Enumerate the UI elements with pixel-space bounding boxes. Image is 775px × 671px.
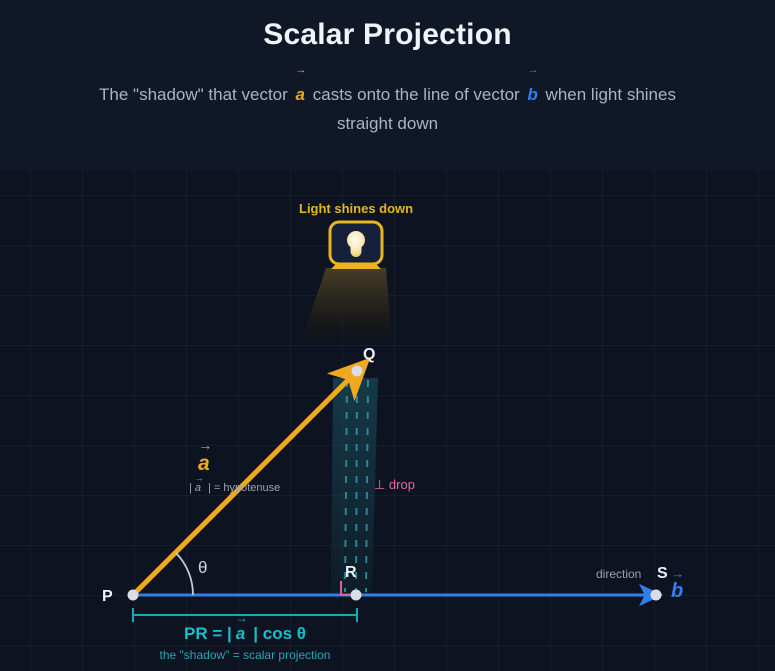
theta-label: θ: [198, 558, 208, 577]
hypotenuse-vector-a: a: [192, 482, 208, 494]
page-subtitle: The "shadow" that vector a casts onto th…: [95, 80, 680, 138]
vector-b-label: b: [671, 580, 683, 603]
inline-vector-b: b: [524, 80, 540, 109]
direction-label: direction: [596, 567, 642, 581]
subtitle-part-3: when light shines straight down: [336, 85, 676, 133]
grid-background: [0, 170, 775, 671]
projection-formula: PR = |a| cos θ: [0, 624, 490, 644]
formula-suffix: | cos θ: [253, 624, 306, 643]
shadow-band: [331, 378, 378, 594]
point-dot-q: [351, 365, 363, 377]
point-dot-p: [127, 589, 139, 601]
projection-caption: the "shadow" = scalar projection: [159, 648, 331, 662]
hypotenuse-bar-left: |: [189, 482, 192, 494]
vector-a-line: [131, 357, 371, 597]
lamp-base: [331, 264, 381, 269]
point-label-p: P: [102, 588, 113, 605]
lamp-fixture: [328, 220, 384, 269]
subtitle-part-1: The "shadow" that vector: [99, 85, 288, 104]
subtitle-part-2: casts onto the line of vector: [312, 85, 520, 104]
lamp-caption: Light shines down: [299, 201, 414, 216]
hypotenuse-label: |a| = hypotenuse: [189, 482, 280, 494]
inline-vector-a: a: [293, 80, 308, 109]
header-band: Scalar Projection The "shadow" that vect…: [0, 0, 775, 170]
point-dot-r: [350, 589, 362, 601]
theta-arc: [175, 552, 194, 596]
point-label-s: S: [657, 565, 668, 582]
perpendicular-drop-label: ⊥ drop: [374, 477, 415, 492]
drop-dashed-lines: [344, 379, 369, 593]
point-label-r: R: [345, 564, 357, 581]
lightbulb-icon: [347, 231, 365, 257]
point-label-q: Q: [363, 346, 376, 363]
formula-vector-a: a: [232, 624, 253, 644]
hypotenuse-text: | = hypotenuse: [207, 482, 281, 494]
page-title: Scalar Projection: [263, 18, 512, 51]
formula-prefix: PR = |: [184, 624, 232, 643]
point-dot-s: [650, 589, 662, 601]
light-cone: [300, 268, 392, 345]
vector-a-label: a: [198, 452, 210, 476]
